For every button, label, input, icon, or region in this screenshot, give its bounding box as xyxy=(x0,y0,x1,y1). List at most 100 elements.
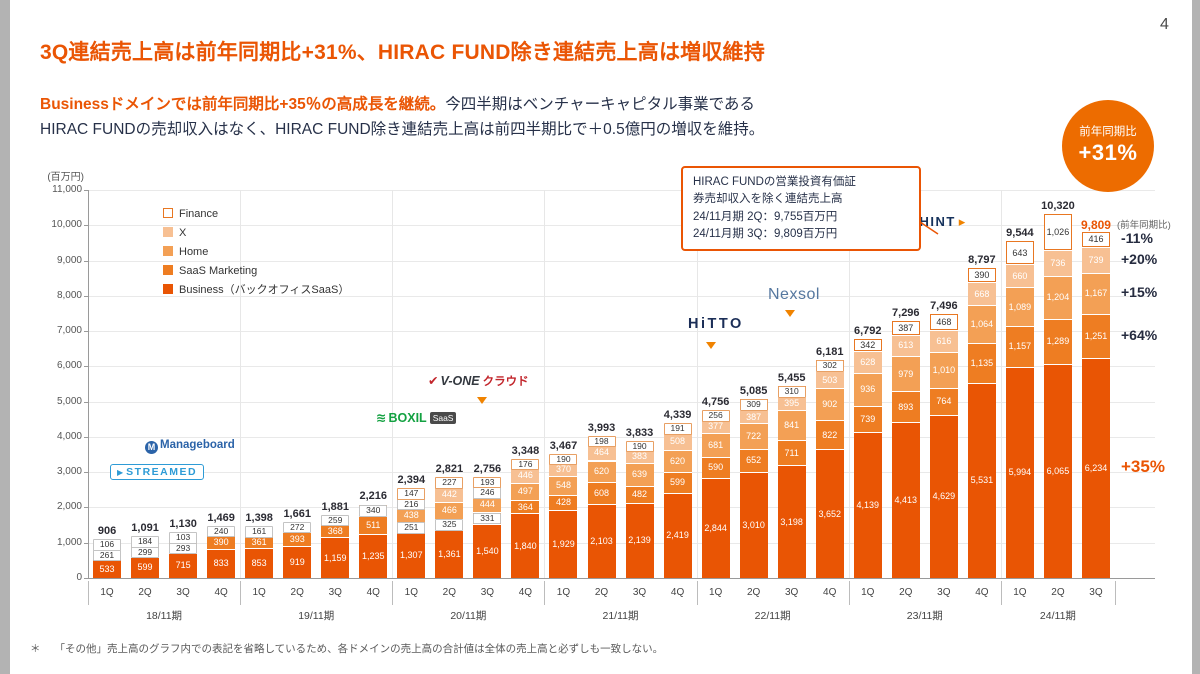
legend-label: Finance xyxy=(179,208,219,220)
page-number: 4 xyxy=(1160,16,1169,33)
segment-value-business: 1,307 xyxy=(400,549,423,560)
boxil-mark-icon: ≋ xyxy=(376,411,387,425)
segment-value-finance: 387 xyxy=(898,322,914,333)
segment-value-home: 548 xyxy=(555,480,571,491)
bar-segment-business xyxy=(511,513,540,578)
bar-segment-home xyxy=(1005,287,1034,326)
bar-segment-business xyxy=(891,422,920,578)
segment-value-x: 395 xyxy=(784,398,800,409)
segment-value-finance: 390 xyxy=(974,269,990,280)
hirac-fund-callout: HIRAC FUNDの営業投資有価証 券売却収入を除く連結売上高 24/11月期… xyxy=(681,166,921,251)
bar-segment-saas xyxy=(1005,325,1034,367)
hitto-logo: HiTTO xyxy=(688,316,744,332)
y-axis-label: 5,000 xyxy=(56,395,82,407)
x-axis-quarter-label: 1Q xyxy=(708,587,723,598)
x-axis-quarter-label: 2Q xyxy=(138,587,152,598)
segment-value-saas: 1,157 xyxy=(1008,341,1032,352)
x-axis-quarter-label: 4Q xyxy=(366,587,380,598)
lead-paragraph: Businessドメインでは前年同期比+35％の高成長を継続。今四半期はベンチャ… xyxy=(40,93,1050,143)
segment-value-finance: 227 xyxy=(435,477,464,489)
vone-logo: ✔ V-ONE クラウド xyxy=(428,373,529,389)
segment-value-saas: 293 xyxy=(169,542,198,555)
x-axis-quarter-label: 1Q xyxy=(252,587,266,598)
segment-value-home: 103 xyxy=(169,532,198,544)
footnote: ＊ 「その他」売上高のグラフ内での表記を省略しているため、各ドメインの売上高の合計… xyxy=(30,641,663,656)
legend-swatch-finance xyxy=(163,208,173,218)
legend-swatch-saas xyxy=(163,265,173,275)
bar-segment-business xyxy=(245,547,274,578)
segment-value-saas: 608 xyxy=(593,488,610,499)
bar-total: 1,091 xyxy=(131,522,159,535)
segment-value-finance: 191 xyxy=(663,423,692,435)
lead-line-2: HIRAC FUNDの売却収入はなく、HIRAC FUND除き連結売上高は前四半… xyxy=(40,120,765,138)
y-axis-label: 0 xyxy=(76,572,82,583)
bar-total: 8,797 xyxy=(968,254,996,267)
segment-value-finance: 468 xyxy=(936,317,952,328)
year-separator xyxy=(1000,190,1002,578)
segment-value-business: 833 xyxy=(213,558,229,569)
callout-line: 24/11月期 2Q：9,755百万円 xyxy=(693,210,838,223)
segment-value-home: 106 xyxy=(93,539,122,551)
bar-total: 6,181 xyxy=(815,345,844,358)
yoy-annotation-x: +20% xyxy=(1121,250,1158,267)
bar-total: 4,339 xyxy=(663,409,692,422)
boxil-logo: ≋ BOXIL SaaS xyxy=(376,410,457,425)
segment-value-saas: 739 xyxy=(860,413,876,424)
segment-value-home: 841 xyxy=(784,420,800,431)
segment-value-business: 4,629 xyxy=(932,491,956,502)
y-axis-label: 10,000 xyxy=(51,219,82,231)
segment-value-saas: 393 xyxy=(289,533,305,544)
bar-segment-saas xyxy=(587,482,616,504)
yoy-caption: (前年同期比) xyxy=(1117,220,1171,231)
x-axis-year-label: 21/11期 xyxy=(602,610,639,622)
segment-value-finance: 198 xyxy=(587,435,616,448)
x-axis-quarter-label: 4Q xyxy=(823,587,837,598)
bar-segment-saas xyxy=(511,500,540,514)
bar-total: 1,661 xyxy=(283,507,311,520)
bar-total: 3,348 xyxy=(511,444,540,457)
x-axis-quarter-label: 4Q xyxy=(670,587,685,598)
bar-segment-home xyxy=(929,352,958,388)
legend-label: Business（バックオフィスSaaS） xyxy=(179,284,350,296)
legend-label: X xyxy=(179,227,187,239)
bar-total: 906 xyxy=(97,525,117,538)
segment-value-home: 466 xyxy=(441,505,457,516)
segment-value-home: 1,204 xyxy=(1046,292,1070,303)
bar-segment-home xyxy=(1043,276,1072,319)
x-axis-quarter-label: 4Q xyxy=(518,587,533,598)
bar-segment-business xyxy=(739,471,768,578)
segment-value-business: 2,103 xyxy=(590,535,613,546)
axis-label-separator xyxy=(1000,581,1002,605)
x-axis-quarter-label: 3Q xyxy=(785,587,799,598)
bar-total: 1,130 xyxy=(169,518,197,531)
x-axis-quarter-label: 2Q xyxy=(1051,587,1065,598)
bar-segment-home xyxy=(853,372,882,406)
segment-value-finance: 302 xyxy=(815,360,844,372)
boxil-saas-badge: SaaS xyxy=(429,412,457,424)
bar-segment-home xyxy=(777,410,806,441)
axis-label-separator xyxy=(848,581,850,605)
segment-value-business: 1,159 xyxy=(323,552,347,563)
segment-value-home: 240 xyxy=(207,525,236,538)
vone-launch-marker-icon xyxy=(477,397,487,404)
bar-segment-home xyxy=(587,460,616,483)
x-axis-quarter-label: 3Q xyxy=(632,587,647,598)
bar-total: 7,496 xyxy=(930,299,958,312)
segment-value-x: 216 xyxy=(397,498,426,511)
bar-segment-home xyxy=(625,463,654,486)
bar-segment-saas xyxy=(663,471,692,493)
segment-value-business: 1,840 xyxy=(514,540,537,551)
bar-total: 3,467 xyxy=(549,439,578,452)
bar-segment-business xyxy=(587,503,616,578)
y-axis-label: 1,000 xyxy=(56,536,82,548)
gridline xyxy=(88,436,1155,438)
bar-total: 2,756 xyxy=(473,462,502,475)
segment-value-home: 438 xyxy=(403,510,419,521)
bar-segment-business xyxy=(967,382,996,578)
yoy-annotation-finance: -11% xyxy=(1121,230,1153,247)
nexsol-launch-marker-icon xyxy=(785,310,795,317)
gridline xyxy=(88,331,1155,333)
segment-value-home: 340 xyxy=(359,505,388,517)
bar-total: 9,809 xyxy=(1080,218,1111,233)
lead-line1-rest: 今四半期はベンチャーキャピタル事業である xyxy=(445,96,755,113)
